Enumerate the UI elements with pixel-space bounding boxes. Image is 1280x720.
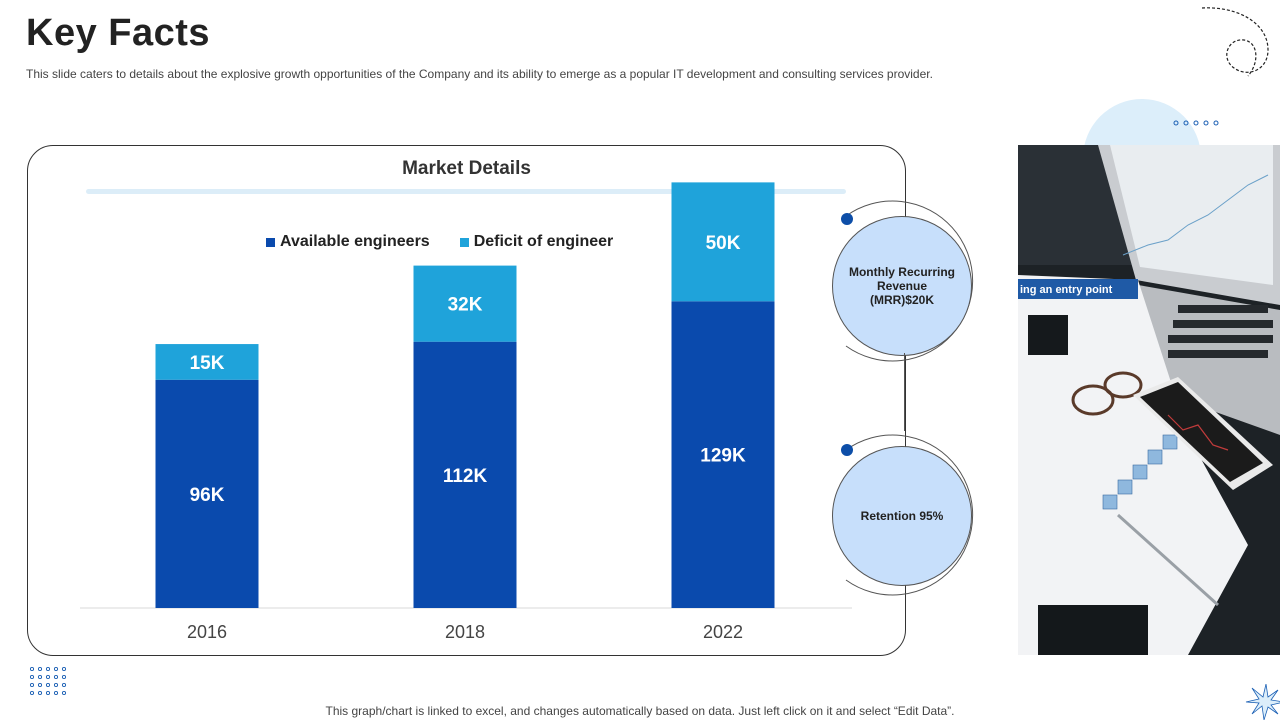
data-label-deficit-2018: 32K <box>448 295 483 316</box>
bar-deficit-2018 <box>413 265 517 342</box>
kpi-ring-mrr <box>845 200 974 362</box>
bar-available-2016 <box>155 379 259 608</box>
x-tick-label-2018: 2018 <box>445 622 485 642</box>
chart-legend: Available engineers Deficit of engineer <box>266 233 613 251</box>
kpi-dot-retention <box>841 444 853 456</box>
data-label-deficit-2022: 50K <box>706 233 741 254</box>
bar-available-2022 <box>671 301 775 608</box>
data-label-available-2022: 129K <box>700 446 746 467</box>
x-tick-label-2016: 2016 <box>187 622 227 642</box>
decorative-dots-bottom-left <box>29 666 67 696</box>
kpi-connector <box>904 353 905 431</box>
decorative-burst-icon <box>1245 684 1280 720</box>
legend-label-deficit: Deficit of engineer <box>473 233 614 250</box>
panel-title-rule <box>86 189 846 194</box>
page-title: Key Facts <box>26 12 211 54</box>
kpi-ring-retention <box>845 434 974 596</box>
legend-label-available: Available engineers <box>280 233 430 250</box>
data-label-available-2016: 96K <box>190 485 225 506</box>
decorative-dots-top <box>1173 120 1219 126</box>
decorative-swirl-icon <box>1201 7 1269 77</box>
legend-swatch-deficit <box>459 237 469 247</box>
panel-title: Market Details <box>402 158 531 179</box>
business-desk-photo: ing an entry point <box>1018 145 1280 655</box>
legend-swatch-available <box>266 237 275 247</box>
x-tick-label-2022: 2022 <box>703 622 743 642</box>
data-label-deficit-2016: 15K <box>190 353 225 374</box>
svg-text:ing an entry point: ing an entry point <box>1020 284 1113 296</box>
kpi-mrr: Monthly Recurring Revenue (MRR)$20K <box>832 216 972 356</box>
footnote: This graph/chart is linked to excel, and… <box>0 704 1280 718</box>
kpi-dot-mrr <box>841 213 853 225</box>
legend-item-available: Available engineers <box>266 233 430 251</box>
bar-deficit-2016 <box>155 344 259 380</box>
kpi-retention: Retention 95% <box>832 446 972 586</box>
bar-available-2018 <box>413 341 517 608</box>
bar-deficit-2022 <box>671 182 775 302</box>
footnote-text: This graph/chart is linked to excel, and… <box>325 704 955 718</box>
page-subtitle: This slide caters to details about the e… <box>26 67 933 81</box>
legend-item-deficit: Deficit of engineer <box>459 233 614 251</box>
data-label-available-2018: 112K <box>443 466 488 487</box>
